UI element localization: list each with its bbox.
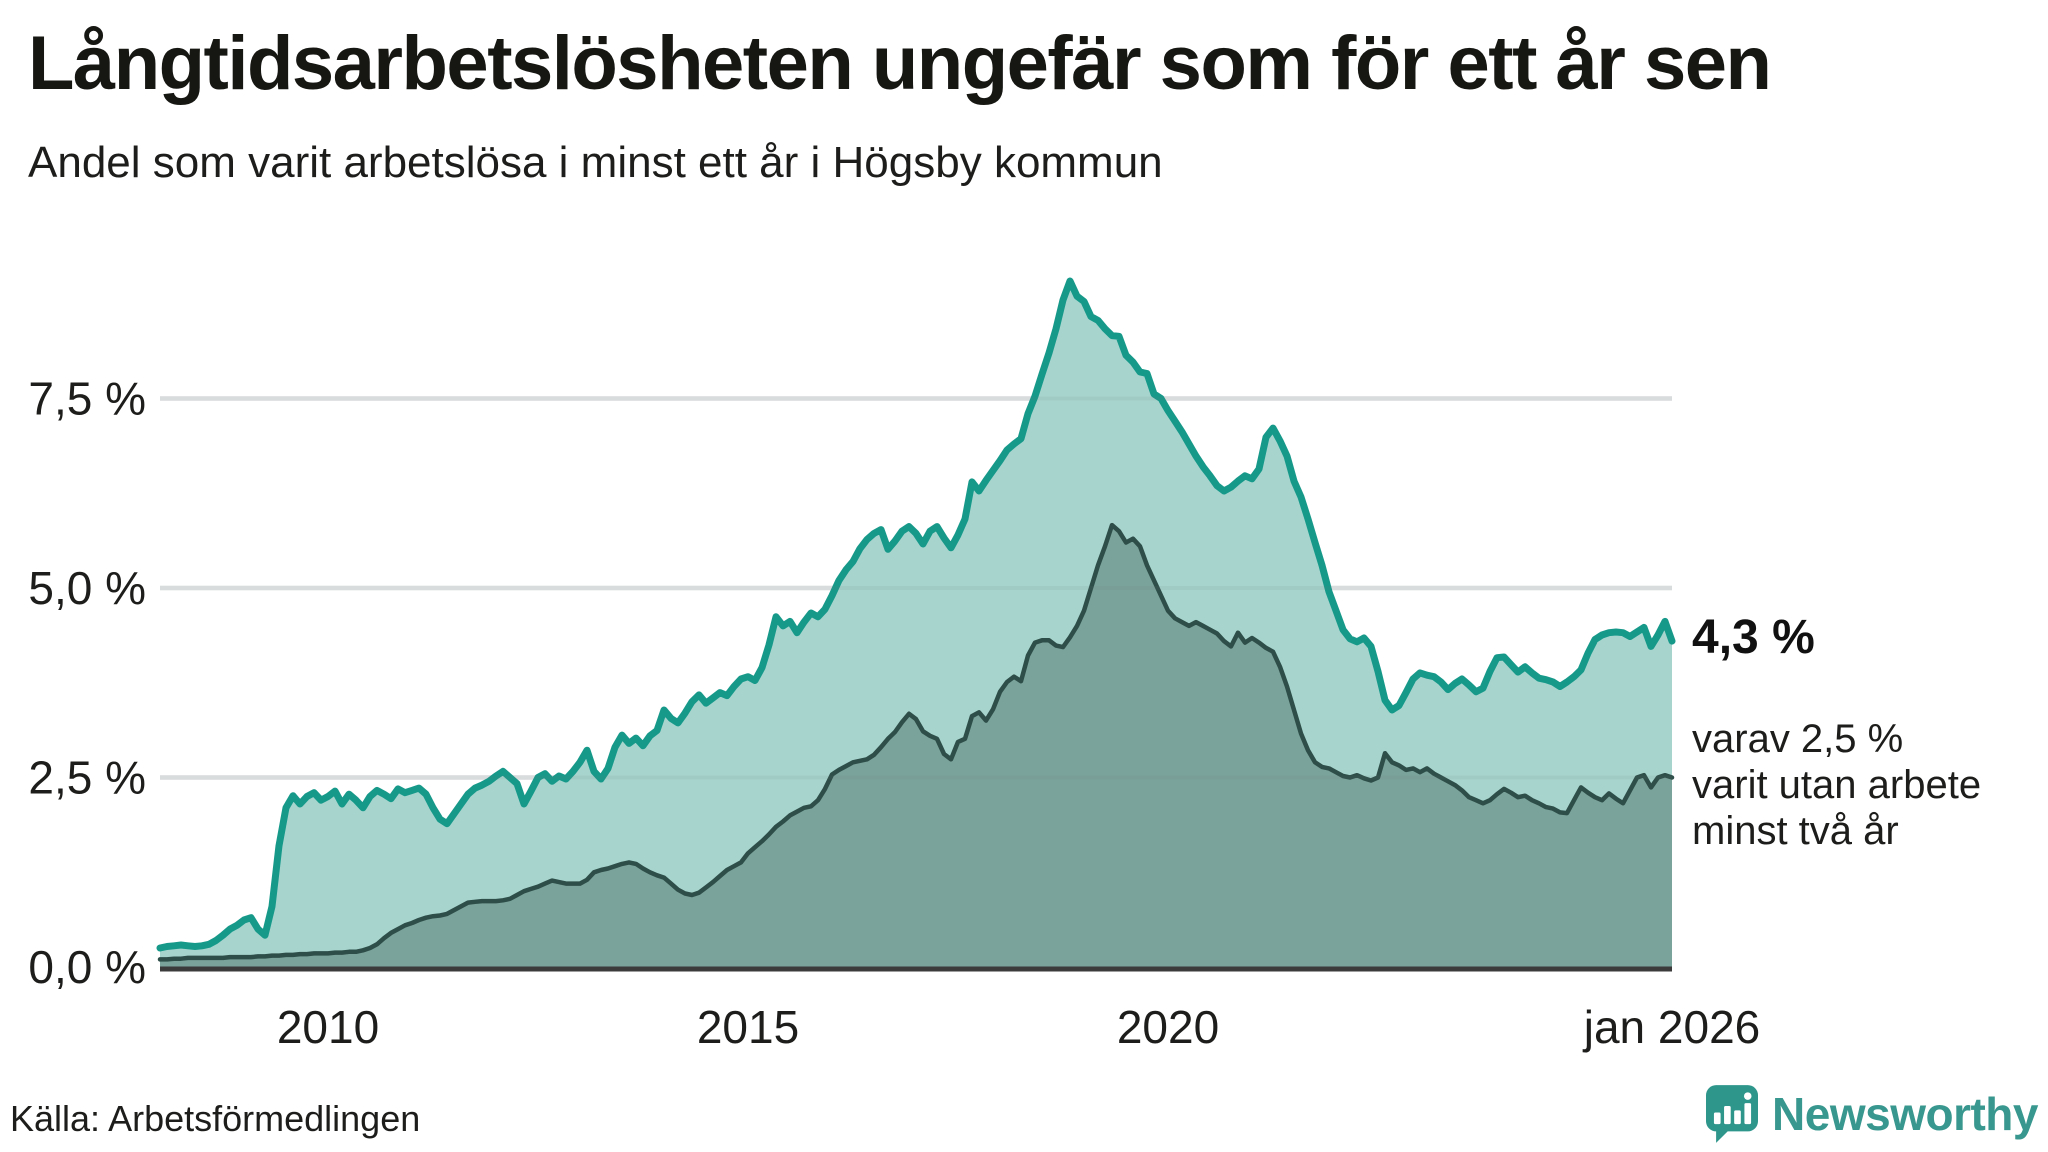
source-text: Källa: Arbetsförmedlingen [10,1098,421,1139]
secondary-annotation: varav 2,5 % varit utan arbete minst två … [1692,716,1981,854]
x-axis-label-2010: 2010 [277,1001,379,1053]
secondary-annotation-line3: minst två år [1692,809,1899,853]
y-axis-label-0: 0,0 % [28,941,146,993]
y-axis-label-5: 5,0 % [28,562,146,614]
newsworthy-logo-text: Newsworthy [1772,1088,2038,1140]
x-axis-label-jan-2026: jan 2026 [1582,1001,1761,1053]
newsworthy-logo[interactable]: Newsworthy [1706,1080,2038,1148]
chart-title: Långtidsarbetslösheten ungefär som för e… [28,21,1772,106]
line-series-two-year [157,522,1675,962]
secondary-annotation-line1: varav 2,5 % [1692,717,1904,761]
chart-subtitle: Andel som varit arbetslösa i minst ett å… [28,138,1163,187]
line-series-one-year [156,277,1676,952]
y-axis-label-7.5: 7,5 % [28,373,146,425]
y-axis-label-2.5: 2,5 % [28,752,146,804]
latest-value-label: 4,3 % [1692,611,1815,664]
secondary-annotation-line2: varit utan arbete [1692,763,1982,807]
area-series-two-year [160,525,1672,967]
x-axis-label-2020: 2020 [1117,1001,1219,1053]
x-axis-label-2015: 2015 [697,1001,799,1053]
newsworthy-logo-icon [1706,1085,1759,1143]
